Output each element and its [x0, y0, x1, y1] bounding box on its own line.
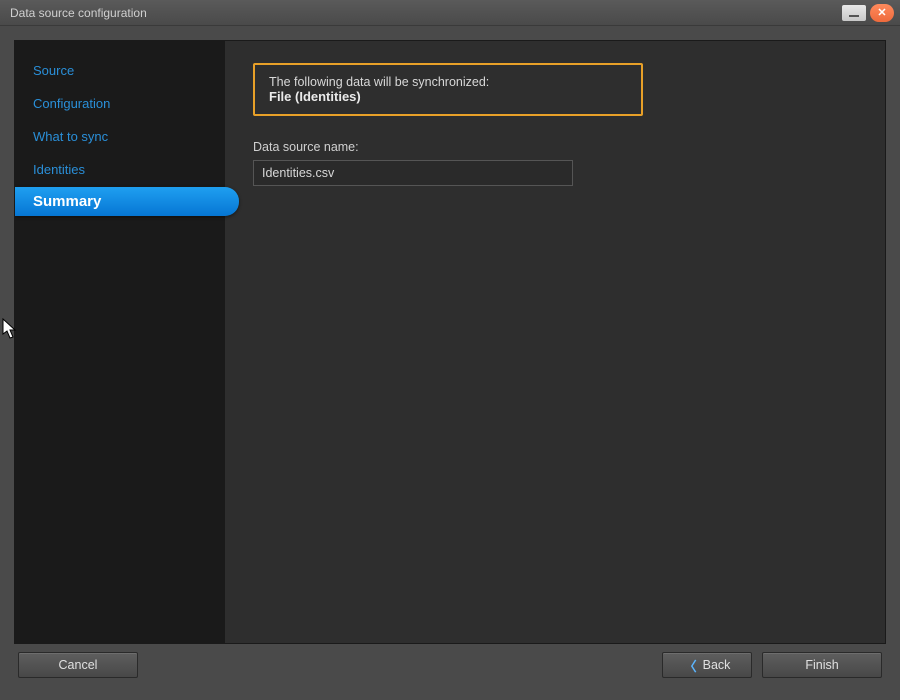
finish-button[interactable]: Finish	[762, 652, 882, 678]
back-arrow-icon: 〈	[684, 656, 697, 675]
titlebar-buttons: ✕	[842, 4, 894, 22]
minimize-button[interactable]	[842, 5, 866, 21]
minimize-icon	[849, 15, 859, 17]
sync-summary-box: The following data will be synchronized:…	[253, 63, 643, 116]
sidebar-item-summary[interactable]: Summary	[15, 187, 239, 216]
back-button-label: Back	[703, 658, 731, 672]
sidebar: Source Configuration What to sync Identi…	[15, 41, 225, 643]
back-button[interactable]: 〈 Back	[662, 652, 752, 678]
cancel-button-label: Cancel	[59, 658, 98, 672]
window: Data source configuration ✕ Source Confi…	[0, 0, 900, 700]
data-source-label: Data source name:	[253, 140, 857, 154]
content-frame: Source Configuration What to sync Identi…	[14, 40, 886, 644]
sync-value: File (Identities)	[269, 89, 627, 104]
footer: Cancel 〈 Back Finish	[14, 644, 886, 686]
sidebar-item-source[interactable]: Source	[15, 55, 225, 86]
main-panel: The following data will be synchronized:…	[225, 41, 885, 643]
close-button[interactable]: ✕	[870, 4, 894, 22]
sidebar-item-identities[interactable]: Identities	[15, 154, 225, 185]
cancel-button[interactable]: Cancel	[18, 652, 138, 678]
titlebar: Data source configuration ✕	[0, 0, 900, 26]
sync-label: The following data will be synchronized:	[269, 75, 627, 89]
data-source-input[interactable]	[253, 160, 573, 186]
window-body: Source Configuration What to sync Identi…	[0, 26, 900, 700]
footer-right: 〈 Back Finish	[662, 652, 882, 678]
finish-button-label: Finish	[805, 658, 838, 672]
close-icon: ✕	[877, 6, 886, 19]
sidebar-item-configuration[interactable]: Configuration	[15, 88, 225, 119]
window-title: Data source configuration	[10, 6, 842, 20]
sidebar-item-what-to-sync[interactable]: What to sync	[15, 121, 225, 152]
